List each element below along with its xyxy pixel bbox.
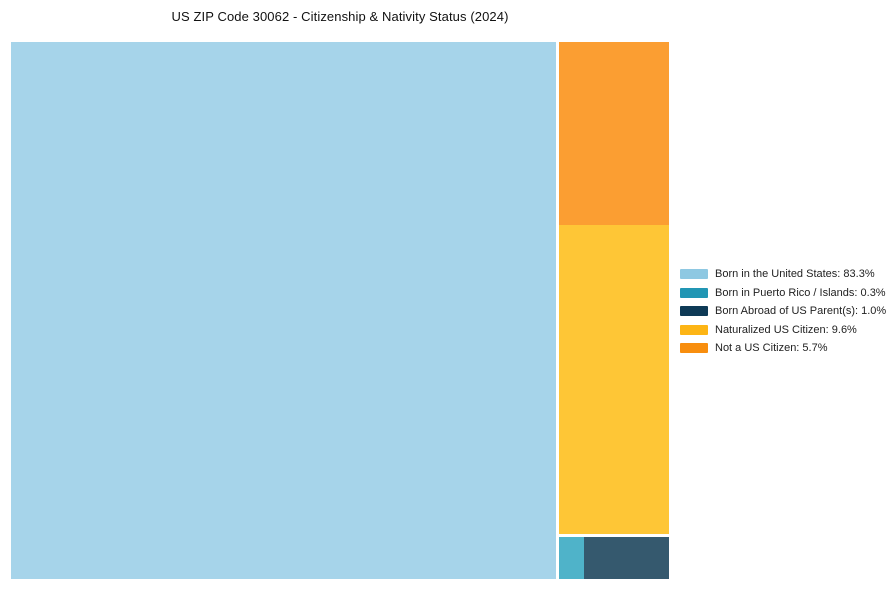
legend-label-born-puerto-rico: Born in Puerto Rico / Islands: 0.3% bbox=[715, 286, 886, 299]
treemap-tile-naturalized-citizen bbox=[559, 225, 669, 534]
legend-label-born-in-us: Born in the United States: 83.3% bbox=[715, 268, 875, 281]
legend-item-born-in-us: Born in the United States: 83.3% bbox=[680, 265, 886, 284]
treemap-tile-born-in-us bbox=[11, 42, 556, 579]
treemap-tile-not-us-citizen bbox=[559, 42, 669, 225]
chart-title: US ZIP Code 30062 - Citizenship & Nativi… bbox=[171, 9, 509, 24]
legend-item-born-puerto-rico: Born in Puerto Rico / Islands: 0.3% bbox=[680, 284, 886, 303]
legend: Born in the United States: 83.3% Born in… bbox=[680, 265, 886, 358]
legend-item-born-abroad: Born Abroad of US Parent(s): 1.0% bbox=[680, 302, 886, 321]
legend-label-not-us-citizen: Not a US Citizen: 5.7% bbox=[715, 342, 828, 355]
legend-item-not-us-citizen: Not a US Citizen: 5.7% bbox=[680, 339, 886, 358]
legend-swatch-naturalized-citizen bbox=[680, 324, 708, 335]
legend-label-born-abroad: Born Abroad of US Parent(s): 1.0% bbox=[715, 305, 887, 318]
legend-label-naturalized-citizen: Naturalized US Citizen: 9.6% bbox=[715, 323, 857, 336]
legend-swatch-born-puerto-rico bbox=[680, 287, 708, 298]
treemap-tile-born-puerto-rico bbox=[559, 537, 584, 579]
treemap-tile-born-abroad bbox=[584, 537, 669, 579]
legend-swatch-born-in-us bbox=[680, 269, 708, 280]
treemap-plot bbox=[11, 42, 669, 579]
legend-swatch-not-us-citizen bbox=[680, 343, 708, 354]
legend-item-naturalized-citizen: Naturalized US Citizen: 9.6% bbox=[680, 321, 886, 340]
legend-swatch-born-abroad bbox=[680, 306, 708, 317]
